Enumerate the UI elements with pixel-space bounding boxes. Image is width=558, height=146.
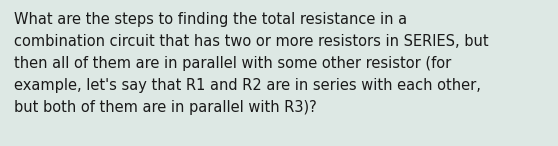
- Text: example, let's say that R1 and R2 are in series with each other,: example, let's say that R1 and R2 are in…: [14, 78, 481, 93]
- Text: What are the steps to finding the total resistance in a: What are the steps to finding the total …: [14, 12, 407, 27]
- Text: then all of them are in parallel with some other resistor (for: then all of them are in parallel with so…: [14, 56, 451, 71]
- Text: combination circuit that has two or more resistors in SERIES, but: combination circuit that has two or more…: [14, 34, 489, 49]
- Text: but both of them are in parallel with R3)?: but both of them are in parallel with R3…: [14, 100, 317, 115]
